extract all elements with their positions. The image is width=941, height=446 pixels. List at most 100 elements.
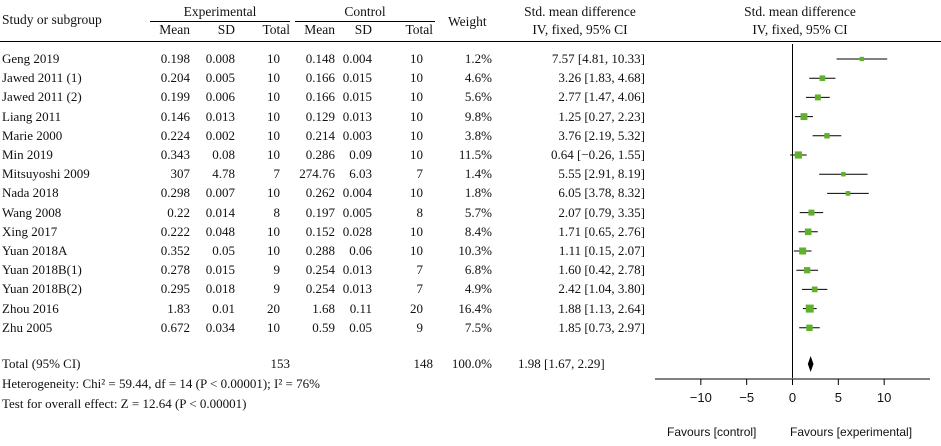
x-tick-label: 0: [789, 390, 796, 405]
exp-total: 10: [267, 51, 280, 66]
ctl-mean: 0.166: [305, 89, 335, 105]
exp-mean: 0.224: [160, 127, 190, 143]
experimental-underline: [150, 21, 290, 22]
weight: 6.8%: [464, 262, 492, 278]
ctl-mean: 0.197: [305, 204, 335, 220]
exp-sd: 0.008: [205, 51, 235, 66]
study-marker: [808, 209, 815, 216]
exp-total: 9: [273, 262, 281, 278]
ctl-sd: 0.015: [342, 89, 372, 105]
smd-ci: 5.55 [2.91, 8.19]: [558, 166, 645, 182]
weight: 5.6%: [464, 89, 492, 105]
exp-sd: 0.048: [205, 223, 235, 239]
ctl-sd: 0.05: [349, 319, 372, 335]
smd-ci: 2.77 [1.47, 4.06]: [558, 89, 645, 105]
study-name: Geng 2019: [2, 51, 60, 66]
exp-sd: 0.05: [212, 243, 235, 258]
total-exp-n: 153: [270, 356, 291, 371]
weight: 10.3%: [458, 243, 492, 258]
ctl-total: 20: [410, 300, 423, 316]
ctl-total: 7: [416, 262, 424, 278]
weight: 4.6%: [464, 70, 492, 86]
smd-ci: 3.76 [2.19, 5.32]: [558, 127, 645, 143]
header-ctl-total: Total: [405, 22, 433, 37]
exp-total: 10: [267, 243, 280, 258]
study-name: Jawed 2011 (1): [2, 70, 82, 86]
smd-ci: 7.57 [4.81, 10.33]: [551, 51, 645, 66]
ctl-total: 10: [410, 127, 423, 143]
ctl-total: 10: [410, 185, 423, 201]
exp-total: 8: [273, 204, 281, 220]
exp-sd: 0.006: [205, 89, 235, 105]
exp-total: 10: [267, 185, 280, 201]
study-marker: [806, 324, 813, 331]
weight: 9.8%: [464, 108, 492, 124]
study-name: Mitsuyoshi 2009: [2, 166, 90, 182]
header-smd-method: IV, fixed, 95% CI: [532, 22, 628, 37]
ctl-mean: 274.76: [299, 166, 335, 182]
ctl-total: 10: [410, 243, 423, 258]
ctl-total: 10: [410, 147, 423, 162]
study-marker: [824, 133, 830, 139]
study-name: Min 2019: [2, 147, 53, 162]
x-tick-label: 5: [835, 390, 842, 405]
weight: 7.5%: [464, 319, 492, 335]
study-marker: [804, 267, 811, 274]
exp-mean: 0.222: [160, 223, 190, 239]
total-ctl-n: 148: [413, 356, 434, 371]
study-marker: [804, 228, 812, 236]
total-weight: 100.0%: [451, 356, 492, 371]
ctl-mean: 0.262: [305, 185, 335, 201]
exp-total: 7: [273, 166, 281, 182]
weight: 4.9%: [464, 281, 492, 297]
ctl-total: 10: [410, 89, 423, 105]
ctl-mean: 0.288: [305, 243, 335, 258]
smd-ci: 3.26 [1.83, 4.68]: [558, 70, 645, 86]
exp-sd: 0.002: [205, 127, 235, 143]
smd-ci: 6.05 [3.78, 8.32]: [558, 185, 645, 201]
x-tick-label: −5: [739, 390, 754, 405]
exp-sd: 0.018: [205, 281, 235, 297]
exp-mean: 0.672: [160, 319, 190, 335]
exp-sd: 4.78: [212, 166, 235, 182]
weight: 8.4%: [464, 223, 492, 239]
total-ci: 1.98 [1.67, 2.29]: [518, 356, 605, 371]
study-name: Wang 2008: [2, 204, 62, 220]
study-marker: [805, 304, 814, 313]
ctl-mean: 0.254: [305, 281, 335, 297]
exp-mean: 0.343: [160, 147, 190, 162]
weight: 5.7%: [464, 204, 492, 220]
study-name: Yuan 2018B(2): [2, 281, 82, 297]
header-ctl-sd: SD: [354, 22, 372, 37]
study-marker: [799, 247, 807, 255]
ctl-mean: 1.68: [312, 300, 335, 316]
header-exp-total: Total: [262, 22, 290, 37]
x-tick-label: −10: [690, 390, 712, 405]
ctl-total: 9: [416, 319, 424, 335]
favours-control-label: Favours [control]: [667, 425, 757, 439]
exp-mean: 0.295: [160, 281, 190, 297]
header-smd-title: Std. mean difference: [524, 4, 636, 19]
header-ctl-mean: Mean: [304, 22, 335, 37]
total-label: Total (95% CI): [2, 356, 81, 371]
ctl-sd: 0.06: [349, 243, 372, 258]
exp-total: 10: [267, 127, 280, 143]
smd-ci: 1.85 [0.73, 2.97]: [558, 319, 645, 335]
ctl-sd: 0.005: [342, 204, 372, 220]
exp-sd: 0.08: [212, 147, 235, 162]
header-exp-mean: Mean: [159, 22, 190, 37]
exp-total: 10: [267, 108, 280, 124]
control-underline: [295, 21, 435, 22]
smd-ci: 1.88 [1.13, 2.64]: [558, 300, 645, 316]
exp-sd: 0.014: [205, 204, 235, 220]
exp-mean: 0.22: [167, 204, 190, 220]
favours-experimental-label: Favours [experimental]: [790, 425, 913, 439]
exp-sd: 0.007: [205, 185, 235, 201]
exp-mean: 0.199: [160, 89, 190, 105]
exp-total: 20: [267, 300, 280, 316]
exp-mean: 307: [170, 166, 191, 182]
exp-mean: 0.298: [160, 185, 190, 201]
ctl-mean: 0.286: [305, 147, 335, 162]
exp-sd: 0.034: [205, 319, 235, 335]
ctl-mean: 0.214: [305, 127, 335, 143]
